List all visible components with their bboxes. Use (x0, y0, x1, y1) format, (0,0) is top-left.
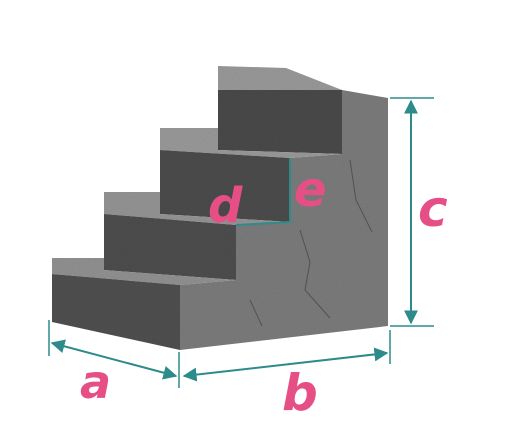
step-3-top (160, 128, 342, 158)
step-4-top (218, 66, 342, 90)
step-2-top (104, 192, 290, 225)
side-face (180, 90, 388, 350)
dimension-b (182, 330, 391, 382)
label-c: c (418, 180, 448, 238)
step-1-front (52, 274, 180, 350)
crack-lines (249, 159, 373, 327)
step-3-front (160, 150, 290, 222)
label-e: e (294, 162, 327, 218)
label-d: d (208, 178, 243, 234)
label-b: b (282, 364, 318, 422)
dimension-c (390, 97, 434, 327)
concrete-staircase (52, 66, 388, 350)
step-4-front (218, 90, 342, 154)
label-a: a (80, 355, 111, 409)
dimension-a (48, 320, 180, 388)
step-measure-d-e (235, 158, 291, 226)
step-1-top (52, 258, 236, 285)
step-2-front (104, 214, 236, 280)
